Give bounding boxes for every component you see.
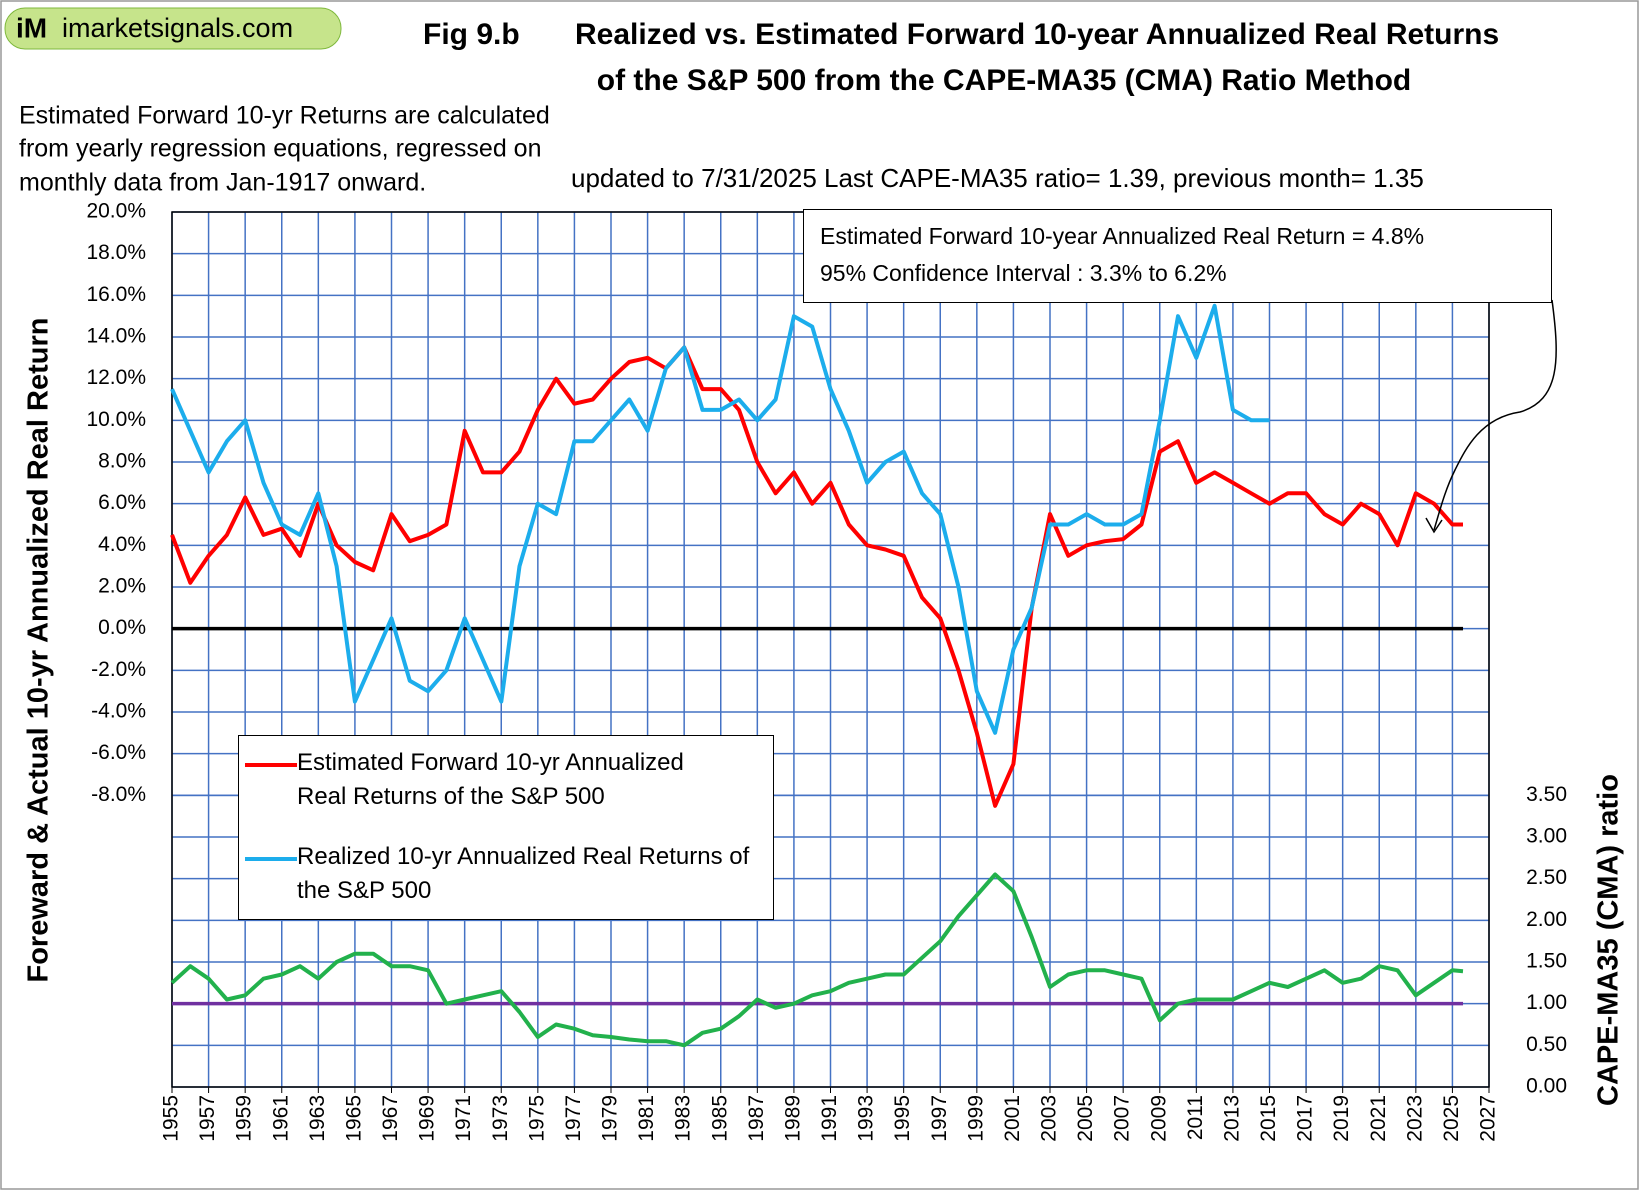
x-tick-label: 1961 [269, 1095, 292, 1142]
x-tick-label: 1981 [635, 1095, 658, 1142]
figure-label: Fig 9.b [423, 18, 520, 51]
grid: 1955 1957 1959 1961 1963 1965 1967 1969 1971 1973… [86, 200, 1567, 1142]
x-tick-label: 1997 [928, 1095, 951, 1142]
y-tick-label: 0.0% [98, 616, 146, 639]
x-tick-label: 1959 [233, 1095, 256, 1142]
y2-tick-label: 0.00 [1526, 1075, 1567, 1098]
y2-tick-label: 1.00 [1526, 991, 1567, 1014]
x-tick-label: 2019 [1330, 1095, 1353, 1142]
x-tick-label: 2025 [1440, 1095, 1463, 1142]
x-tick-label: 2013 [1220, 1095, 1243, 1142]
x-tick-label: 2023 [1403, 1095, 1426, 1142]
y2-tick-label: 3.00 [1526, 825, 1567, 848]
subtitle: updated to 7/31/2025 Last CAPE-MA35 rati… [571, 163, 1424, 193]
x-tick-label: 1985 [708, 1095, 731, 1142]
x-tick-label: 1955 [160, 1095, 183, 1142]
y-tick-label: 8.0% [98, 450, 146, 473]
x-tick-label: 1965 [342, 1095, 365, 1142]
note: from yearly regression equations, regres… [19, 135, 542, 163]
y-tick-label: 14.0% [86, 325, 146, 348]
legend-swatch [245, 857, 297, 861]
x-tick-label: 2015 [1257, 1095, 1280, 1142]
y-tick-label: -6.0% [91, 741, 146, 764]
y2-axis-label: CAPE-MA35 (CMA) ratio [1593, 774, 1625, 1106]
x-tick-label: 1989 [781, 1095, 804, 1142]
annotation-text: Estimated Forward 10-year Annualized Rea… [820, 223, 1425, 249]
x-tick-label: 1987 [745, 1095, 768, 1142]
chart-title: of the S&P 500 from the CAPE-MA35 (CMA) … [597, 64, 1412, 97]
y-tick-label: 4.0% [98, 533, 146, 556]
y-tick-label: 18.0% [86, 241, 146, 264]
y2-tick-label: 0.50 [1526, 1033, 1567, 1056]
logo-text: imarketsignals.com [62, 13, 293, 43]
x-tick-label: 2027 [1477, 1095, 1500, 1142]
x-tick-label: 1969 [416, 1095, 439, 1142]
x-tick-label: 2009 [1147, 1095, 1170, 1142]
x-tick-label: 1983 [672, 1095, 695, 1142]
annotation-arrow [1433, 299, 1557, 531]
y-axis-label: Foreward & Actual 10-yr Annualized Real … [23, 318, 55, 983]
y2-tick-label: 2.50 [1526, 866, 1567, 889]
x-tick-label: 1957 [196, 1095, 219, 1142]
legend-swatch [245, 763, 297, 767]
x-tick-label: 1991 [818, 1095, 841, 1142]
y-tick-label: 10.0% [86, 408, 146, 431]
x-tick-label: 1967 [379, 1095, 402, 1142]
x-tick-label: 2021 [1367, 1095, 1390, 1142]
y-tick-label: 16.0% [86, 283, 146, 306]
y-tick-label: -4.0% [91, 700, 146, 723]
x-tick-label: 2011 [1184, 1095, 1207, 1140]
legend-label: Estimated Forward 10-yr Annualized Real … [297, 749, 684, 810]
y-tick-label: 2.0% [98, 575, 146, 598]
chart-title: Realized vs. Estimated Forward 10-year A… [575, 18, 1499, 51]
legend: Estimated Forward 10-yr Annualized Real … [238, 735, 774, 920]
series-line [170, 303, 1270, 735]
marks [170, 303, 1464, 1048]
y-tick-label: -8.0% [91, 783, 146, 806]
x-tick-label: 1963 [306, 1095, 329, 1142]
x-tick-label: 1995 [891, 1095, 914, 1142]
logo-badge [4, 7, 342, 50]
note: Estimated Forward 10-yr Returns are calc… [19, 102, 550, 130]
series-line [170, 345, 1463, 808]
y-tick-label: -2.0% [91, 658, 146, 681]
x-tick-label: 1975 [525, 1095, 548, 1142]
note: monthly data from Jan-1917 onward. [19, 169, 426, 197]
legend-label: Realized 10-yr Annualized Real Returns o… [297, 843, 750, 904]
y2-tick-label: 2.00 [1526, 908, 1567, 931]
annotation-arrowhead [1425, 517, 1443, 534]
x-tick-label: 2001 [1001, 1095, 1024, 1142]
x-tick-label: 2003 [1038, 1095, 1061, 1142]
x-tick-label: 1993 [855, 1095, 878, 1142]
x-tick-label: 2017 [1294, 1095, 1317, 1142]
x-tick-label: 1977 [562, 1095, 585, 1142]
y-tick-label: 12.0% [86, 366, 146, 389]
x-tick-label: 1979 [599, 1095, 622, 1142]
annotation-text: 95% Confidence Interval : 3.3% to 6.2% [820, 260, 1227, 286]
x-tick-label: 2007 [1111, 1095, 1134, 1142]
x-tick-label: 1973 [489, 1095, 512, 1142]
annotation-box: Estimated Forward 10-year Annualized Rea… [803, 209, 1552, 303]
y2-tick-label: 3.50 [1526, 783, 1567, 806]
series-line [170, 872, 1464, 1048]
y-tick-label: 6.0% [98, 491, 146, 514]
y2-tick-label: 1.50 [1526, 950, 1567, 973]
y-tick-label: 20.0% [86, 200, 146, 223]
x-tick-label: 1971 [452, 1095, 475, 1142]
logo-mark: iM [16, 12, 47, 43]
x-tick-label: 1999 [964, 1095, 987, 1142]
x-tick-label: 2005 [1074, 1095, 1097, 1142]
